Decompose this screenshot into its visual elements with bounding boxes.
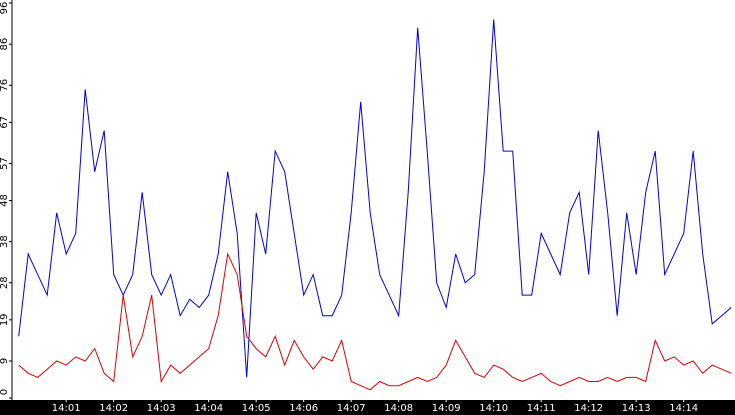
series-line (18, 19, 732, 378)
x-tick-label: 14:08 (384, 403, 413, 414)
x-tick-label: 14:05 (242, 403, 271, 414)
x-tick-label: 14:09 (432, 403, 461, 414)
x-tick-label: 14:10 (479, 403, 508, 414)
y-tick-label: 38 (0, 235, 10, 248)
y-tick-label: 0 (0, 389, 10, 395)
y-tick-label: 76 (0, 79, 10, 92)
y-tick-label: 48 (0, 194, 10, 207)
x-tick-label: 14:11 (527, 403, 556, 414)
y-tick-label: 96 (0, 2, 10, 15)
y-tick-label: 19 (0, 313, 10, 326)
x-tick-label: 14:14 (669, 403, 698, 414)
x-tick-label: 14:07 (337, 403, 366, 414)
x-tick-label: 14:01 (52, 403, 81, 414)
x-tick-label: 14:04 (194, 403, 223, 414)
x-tick-label: 14:12 (574, 403, 603, 414)
y-tick-label: 57 (0, 157, 10, 170)
x-tick-label: 14:03 (147, 403, 176, 414)
x-tick-label: 14:13 (622, 403, 651, 414)
x-tick-label: 14:06 (289, 403, 318, 414)
y-tick-label: 28 (0, 276, 10, 289)
x-tick-label: 14:02 (99, 403, 128, 414)
series-line (18, 252, 732, 391)
y-tick-label: 9 (0, 358, 10, 364)
x-axis-bar (0, 400, 735, 415)
y-tick-label: 86 (0, 38, 10, 51)
y-tick-label: 67 (0, 116, 10, 129)
